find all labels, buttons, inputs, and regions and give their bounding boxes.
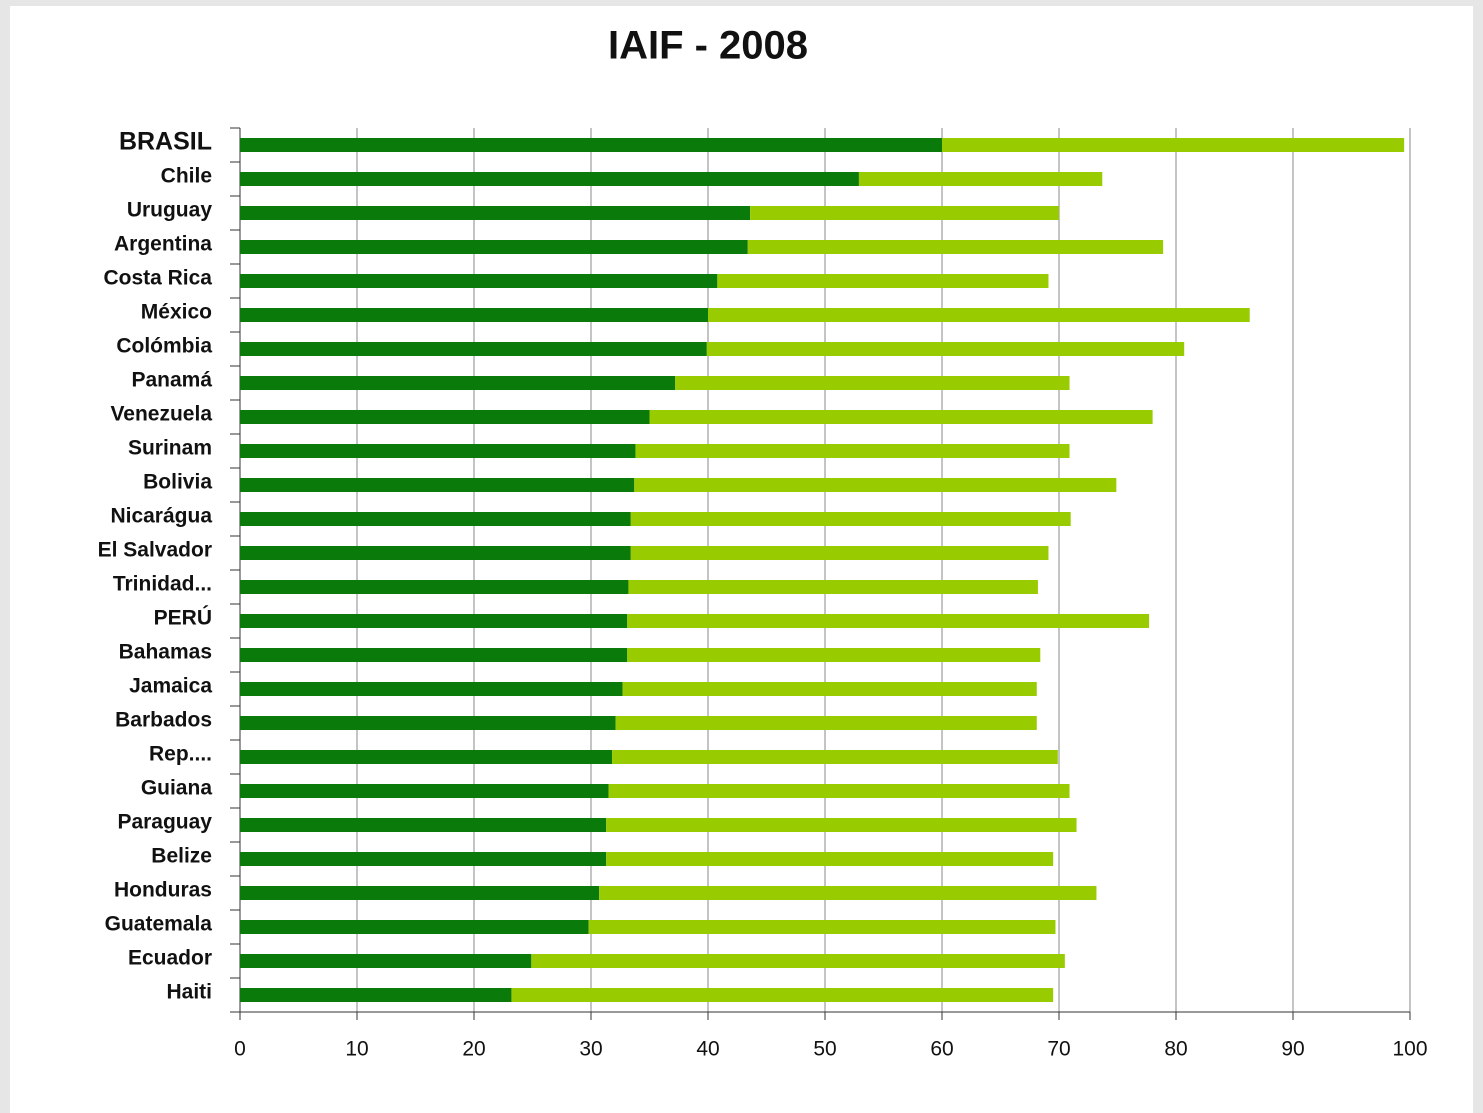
- bar-segment: [240, 988, 512, 1002]
- y-tick-label: Bahamas: [119, 641, 212, 664]
- bar-segment: [606, 818, 1077, 832]
- bar-segment: [240, 512, 631, 526]
- x-tick-label: 70: [1047, 1038, 1070, 1061]
- y-tick-label: Venezuela: [110, 403, 212, 426]
- y-tick-label: El Salvador: [98, 539, 212, 562]
- bar-segment: [612, 750, 1058, 764]
- bar-segment: [240, 716, 616, 730]
- y-tick-label: Colómbia: [116, 335, 212, 358]
- x-tick-label: 10: [345, 1038, 368, 1061]
- bar-segment: [599, 886, 1097, 900]
- bar-segment: [622, 682, 1037, 696]
- bar-segment: [615, 716, 1037, 730]
- bar-segment: [750, 206, 1059, 220]
- bar-segment: [708, 308, 1250, 322]
- bar-segment: [240, 172, 859, 186]
- x-tick-label: 30: [579, 1038, 602, 1061]
- y-tick-label: Nicarágua: [110, 505, 212, 528]
- bar-segment: [240, 954, 532, 968]
- bar-segment: [511, 988, 1054, 1002]
- bar-segment: [240, 478, 635, 492]
- x-tick-label: 100: [1392, 1038, 1427, 1061]
- x-tick-label: 60: [930, 1038, 953, 1061]
- bar-segment: [240, 138, 942, 152]
- y-tick-label: Guatemala: [105, 913, 213, 936]
- bar-segment: [240, 920, 589, 934]
- bar-segment: [627, 614, 1150, 628]
- bar-segment: [240, 852, 607, 866]
- bar-segment: [240, 444, 636, 458]
- y-tick-label: Paraguay: [117, 811, 212, 834]
- bar-segment: [240, 240, 748, 254]
- bar-segment: [858, 172, 1103, 186]
- bar-segment: [240, 410, 650, 424]
- x-tick-label: 80: [1164, 1038, 1187, 1061]
- bar-segment: [606, 852, 1054, 866]
- bar-segment: [627, 648, 1041, 662]
- y-tick-label: Ecuador: [128, 947, 212, 970]
- y-tick-label: Trinidad...: [113, 573, 212, 596]
- bar-segment: [628, 580, 1038, 594]
- bar-segment: [240, 376, 676, 390]
- y-tick-label: Barbados: [115, 709, 212, 732]
- bar-segment: [240, 580, 629, 594]
- bar-segment: [531, 954, 1065, 968]
- bar-segment: [240, 274, 718, 288]
- bar-segment: [240, 648, 628, 662]
- bar-segment: [240, 784, 609, 798]
- bar-segment: [747, 240, 1164, 254]
- y-tick-label: Argentina: [114, 233, 212, 256]
- y-tick-label: Surinam: [128, 437, 212, 460]
- bar-segment: [649, 410, 1153, 424]
- bar-segment: [675, 376, 1070, 390]
- x-tick-label: 0: [234, 1038, 246, 1061]
- bar-segment: [240, 886, 600, 900]
- bar-segment: [717, 274, 1049, 288]
- x-tick-label: 90: [1281, 1038, 1304, 1061]
- bar-segment: [240, 750, 613, 764]
- bar-segment: [240, 614, 628, 628]
- bar-segment: [240, 206, 751, 220]
- bar-segment: [634, 478, 1117, 492]
- y-tick-label: BRASIL: [119, 128, 212, 156]
- y-tick-label: Uruguay: [127, 199, 213, 222]
- x-tick-label: 40: [696, 1038, 719, 1061]
- bar-segment: [630, 546, 1049, 560]
- y-tick-label: Jamaica: [129, 675, 212, 698]
- y-tick-label: Belize: [151, 845, 212, 868]
- bar-segment: [240, 342, 707, 356]
- bar-segment: [630, 512, 1071, 526]
- y-tick-label: Rep....: [149, 743, 212, 766]
- bar-segment: [240, 546, 631, 560]
- bar-segment: [635, 444, 1070, 458]
- y-tick-label: Panamá: [131, 369, 212, 392]
- y-tick-label: Honduras: [114, 879, 212, 902]
- bar-segment: [588, 920, 1056, 934]
- y-tick-label: Haiti: [166, 981, 212, 1004]
- x-tick-label: 50: [813, 1038, 836, 1061]
- y-tick-label: Bolivia: [143, 471, 212, 494]
- y-tick-label: México: [141, 301, 212, 324]
- bar-segment: [706, 342, 1185, 356]
- y-tick-label: Guiana: [141, 777, 213, 800]
- bar-segment: [240, 818, 607, 832]
- bar-segment: [240, 308, 708, 322]
- bar-segment: [240, 682, 623, 696]
- x-tick-label: 20: [462, 1038, 485, 1061]
- y-tick-label: PERÚ: [154, 606, 212, 630]
- bar-segment: [942, 138, 1405, 152]
- y-tick-label: Chile: [161, 165, 212, 188]
- bar-segment: [608, 784, 1070, 798]
- chart-title: IAIF - 2008: [608, 24, 808, 68]
- y-tick-label: Costa Rica: [103, 267, 212, 290]
